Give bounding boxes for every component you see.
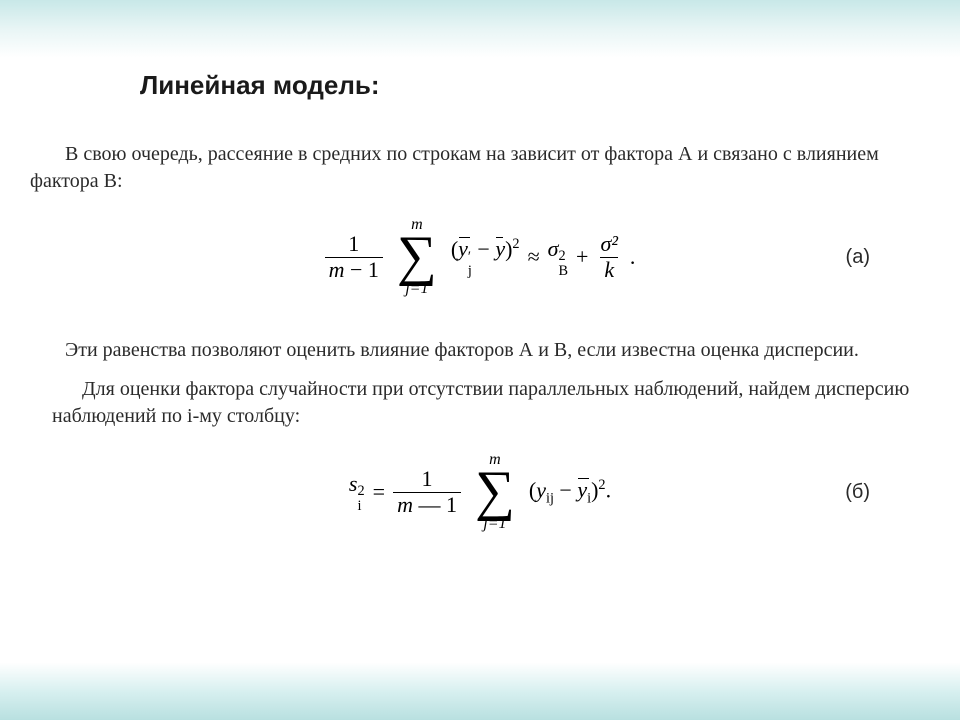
s-i-squared: s2i: [349, 471, 365, 513]
frac-1-over-m-minus-1: 1 m — 1: [393, 467, 461, 516]
formula-b: s2i = 1 m — 1 m ∑ j=1 (yij − yi)2.: [349, 452, 611, 532]
approx-symbol: ≈: [528, 244, 540, 270]
y-bar-j: y′j: [458, 236, 472, 278]
paragraph-3: Для оценки фактора случайности при отсут…: [52, 376, 930, 430]
paren-group: (y′j − y)2: [451, 236, 520, 278]
y-ij: y: [536, 477, 546, 502]
summation-icon: m ∑ j=1: [397, 217, 437, 297]
formula-a-row: 1 m − 1 m ∑ j=1 (y′j − y)2 ≈ σ2B + σ² k: [30, 207, 930, 307]
frac-den: m − 1: [325, 257, 383, 282]
paragraph-2: Эти равенства позволяют оценить влияние …: [30, 337, 930, 364]
y-bar-i: yi: [577, 477, 591, 507]
frac-den: m — 1: [393, 492, 461, 517]
formula-b-row: s2i = 1 m — 1 m ∑ j=1 (yij − yi)2. (б): [30, 442, 930, 542]
y-bar: y: [495, 236, 505, 262]
slide-title: Линейная модель:: [140, 70, 930, 101]
sigma-b-squared: σ2B: [548, 236, 568, 278]
frac-num: 1: [418, 467, 437, 491]
period: .: [630, 244, 636, 270]
formula-b-label: (б): [845, 481, 870, 504]
formula-a-label: (а): [846, 246, 870, 269]
frac-1-over-m-minus-1: 1 m − 1: [325, 232, 383, 281]
equals-symbol: =: [373, 479, 385, 505]
frac-sigma2-over-k: σ² k: [596, 232, 621, 281]
paragraph-1: В свою очередь, рассеяние в средних по с…: [30, 141, 930, 195]
summation-icon: m ∑ j=1: [475, 452, 515, 532]
frac-num: σ²: [596, 232, 621, 256]
frac-num: 1: [344, 232, 363, 256]
slide-body: Линейная модель: В свою очередь, рассеян…: [0, 0, 960, 602]
paren-group: (yij − yi)2.: [529, 477, 611, 508]
formula-a: 1 m − 1 m ∑ j=1 (y′j − y)2 ≈ σ2B + σ² k: [325, 217, 636, 297]
frac-den: k: [600, 257, 618, 282]
plus-symbol: +: [576, 244, 588, 270]
